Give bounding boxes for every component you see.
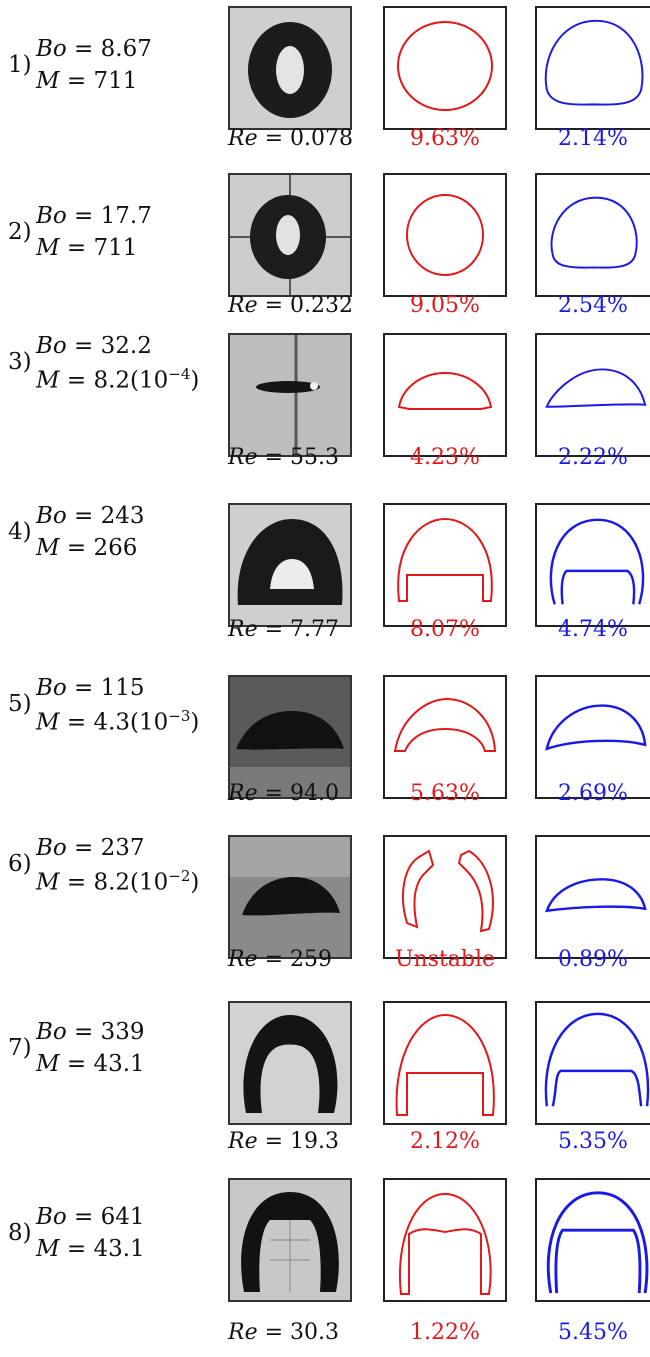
row-index: 4) [8,519,32,545]
bond-number: Bo = 641 [36,1204,145,1230]
red-simulation-shape [383,503,507,627]
red-simulation-shape [383,6,507,130]
morton-number: M = 711 [36,68,138,94]
experiment-photo [228,835,352,959]
red-simulation-shape [383,835,507,959]
experiment-photo [228,173,352,297]
blue-error-label: 2.14% [558,126,628,151]
morton-number: M = 43.1 [36,1051,145,1077]
blue-simulation-shape [535,835,650,959]
morton-number: M = 43.1 [36,1236,145,1262]
red-error-label: 5.63% [410,781,480,806]
red-error-label: Unstable [394,947,496,972]
red-error-label: 4.23% [410,445,480,470]
blue-simulation-shape [535,503,650,627]
blue-simulation-shape [535,675,650,799]
red-error-label: 1.22% [410,1320,480,1345]
red-simulation-shape [383,1178,507,1302]
red-simulation-shape [383,333,507,457]
blue-error-label: 0.89% [558,947,628,972]
bond-number: Bo = 237 [36,835,145,861]
reynolds-number: Re = 0.078 [228,126,353,151]
row-index: 6) [8,851,32,877]
blue-error-label: 2.22% [558,445,628,470]
blue-simulation-shape [535,173,650,297]
row-index: 8) [8,1220,32,1246]
blue-simulation-shape [535,1001,650,1125]
reynolds-number: Re = 19.3 [228,1129,339,1154]
reynolds-number: Re = 94.0 [228,781,339,806]
bond-number: Bo = 339 [36,1019,145,1045]
experiment-photo [228,503,352,627]
row-index: 1) [8,52,32,78]
morton-number: M = 8.2(10−4) [36,365,200,394]
morton-number: M = 711 [36,235,138,261]
reynolds-number: Re = 55.3 [228,445,339,470]
experiment-photo [228,6,352,130]
bond-number: Bo = 32.2 [36,333,152,359]
blue-error-label: 4.74% [558,617,628,642]
bond-number: Bo = 243 [36,503,145,529]
reynolds-number: Re = 30.3 [228,1320,339,1345]
red-simulation-shape [383,1001,507,1125]
blue-simulation-shape [535,333,650,457]
morton-number: M = 8.2(10−2) [36,867,200,896]
row-index: 5) [8,691,32,717]
red-error-label: 2.12% [410,1129,480,1154]
blue-simulation-shape [535,1178,650,1302]
row-index: 2) [8,219,32,245]
morton-number: M = 266 [36,535,138,561]
row-index: 3) [8,349,32,375]
blue-error-label: 5.35% [558,1129,628,1154]
morton-number: M = 4.3(10−3) [36,707,200,736]
blue-error-label: 2.54% [558,293,628,318]
red-error-label: 8.07% [410,617,480,642]
red-error-label: 9.05% [410,293,480,318]
bond-number: Bo = 115 [36,675,145,701]
experiment-photo [228,1001,352,1125]
reynolds-number: Re = 259 [228,947,333,972]
reynolds-number: Re = 0.232 [228,293,353,318]
blue-error-label: 2.69% [558,781,628,806]
red-error-label: 9.63% [410,126,480,151]
blue-simulation-shape [535,6,650,130]
experiment-photo [228,333,352,457]
bond-number: Bo = 8.67 [36,36,152,62]
row-index: 7) [8,1035,32,1061]
reynolds-number: Re = 7.77 [228,617,339,642]
blue-error-label: 5.45% [558,1320,628,1345]
bond-number: Bo = 17.7 [36,203,152,229]
red-simulation-shape [383,173,507,297]
red-simulation-shape [383,675,507,799]
experiment-photo [228,1178,352,1302]
experiment-photo [228,675,352,799]
